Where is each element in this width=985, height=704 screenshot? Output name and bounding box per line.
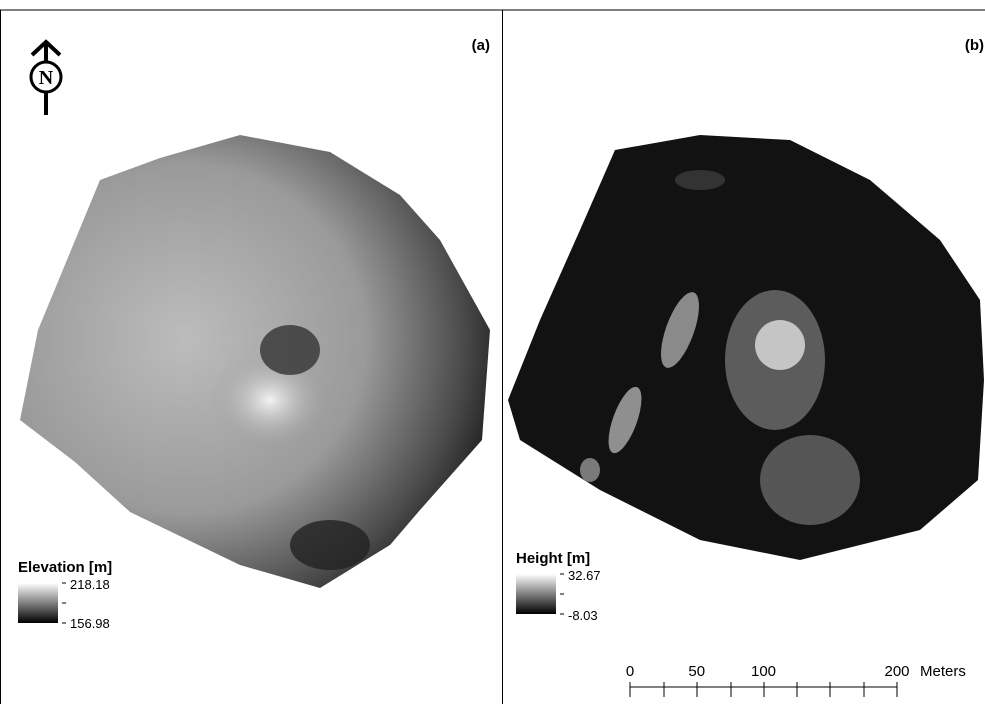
legend-title: Height [m] (516, 550, 590, 567)
scale-unit: Meters (920, 663, 966, 680)
legend-max: 218.18 (70, 577, 110, 592)
height-map (508, 135, 984, 560)
north-arrow: N (29, 39, 63, 115)
scale-bar: Meters 0 50 100 200 (626, 663, 966, 697)
legend-min: 156.98 (70, 616, 110, 631)
elevation-map (20, 135, 490, 588)
panel-label: (a) (472, 37, 490, 54)
scale-label: 100 (751, 663, 776, 680)
panel-label: (b) (965, 37, 984, 54)
scale-label: 0 (626, 663, 634, 680)
legend-max: 32.67 (568, 568, 601, 583)
legend-title: Elevation [m] (18, 559, 112, 576)
legend-ramp (516, 574, 556, 614)
scale-label: 50 (688, 663, 705, 680)
scale-label: 200 (884, 663, 909, 680)
frame (0, 9, 985, 704)
legend-min: -8.03 (568, 608, 598, 623)
legend: Height [m] 32.67 -8.03 (516, 550, 601, 623)
north-label: N (39, 67, 54, 89)
legend-ramp (18, 583, 58, 623)
legend: Elevation [m] 218.18 156.98 (18, 559, 112, 631)
